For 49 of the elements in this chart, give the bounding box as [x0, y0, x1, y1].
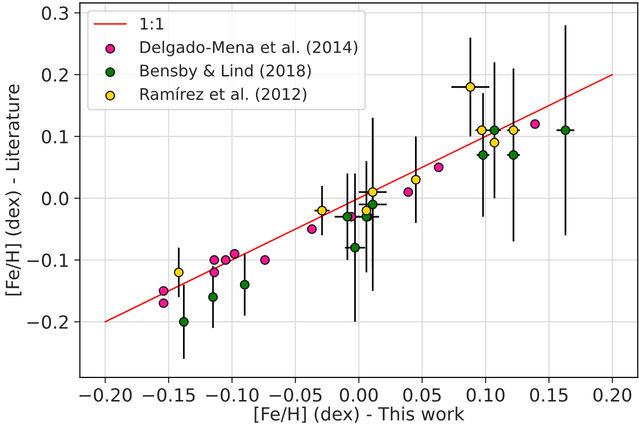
- point: [466, 82, 476, 92]
- point: [240, 280, 250, 290]
- point: [411, 174, 421, 185]
- point: [362, 206, 372, 216]
- point: [317, 206, 327, 216]
- x-tick-label: 0.10: [466, 388, 504, 402]
- legend-label: Delgado-Mena et al. (2014): [140, 40, 358, 56]
- x-tick-label: −0.10: [206, 388, 258, 402]
- point: [368, 187, 378, 197]
- y-tick-label: 0.2: [42, 68, 68, 82]
- x-tick-label: −0.20: [79, 388, 132, 402]
- y-tick-label: 0.3: [42, 6, 68, 20]
- point: [307, 224, 317, 234]
- x-tick-label: 0.20: [593, 388, 632, 402]
- point: [260, 255, 270, 265]
- x-tick-label: −0.15: [142, 388, 195, 402]
- point: [342, 212, 352, 222]
- point: [350, 242, 360, 252]
- point: [179, 316, 189, 327]
- point: [209, 268, 220, 278]
- point: [530, 119, 540, 129]
- y-tick-label: 0.0: [42, 192, 68, 206]
- x-tick-label: −0.05: [270, 388, 322, 402]
- point: [368, 200, 378, 210]
- point: [490, 138, 500, 148]
- point: [158, 298, 168, 308]
- x-tick-label: 0.00: [340, 388, 378, 402]
- x-axis-title: [Fe/H] (dex) - This work: [254, 406, 464, 423]
- y-tick-label: −0.2: [28, 315, 68, 329]
- point: [508, 150, 518, 160]
- legend-label: 1:1: [140, 18, 164, 30]
- point: [174, 268, 184, 278]
- y-tick-label: −0.1: [28, 253, 68, 268]
- point: [434, 162, 444, 172]
- y-tick-label: 0.1: [42, 130, 68, 144]
- point: [230, 248, 240, 259]
- point: [508, 125, 518, 136]
- point: [478, 150, 488, 160]
- y-axis-title: [Fe/H] (dex) - Literature: [5, 84, 22, 296]
- point: [560, 125, 570, 136]
- point: [403, 187, 414, 197]
- legend-label: Ramírez et al. (2012): [140, 87, 306, 102]
- point: [220, 255, 231, 265]
- legend-label: Bensby & Lind (2018): [140, 64, 311, 80]
- x-tick-label: 0.15: [530, 388, 568, 402]
- point: [158, 286, 168, 296]
- point: [208, 292, 218, 302]
- point: [209, 255, 220, 265]
- x-tick-label: 0.05: [403, 388, 441, 402]
